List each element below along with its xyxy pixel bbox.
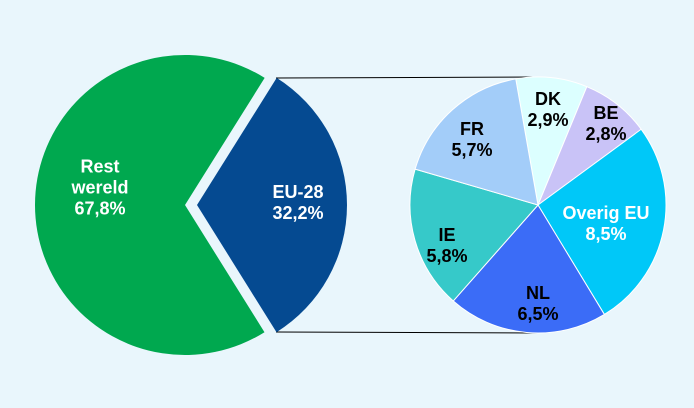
- category-label: IE: [438, 225, 456, 245]
- value-label: 8,5%: [585, 224, 627, 244]
- slice-label: FR 5,7%: [451, 119, 492, 161]
- category-label: EU-28: [272, 182, 324, 202]
- pie-slice: [409, 168, 539, 302]
- slice-label: Overig EU 8,5%: [562, 203, 649, 245]
- slice-label: NL 6,5%: [517, 283, 558, 325]
- pie-slice: [537, 128, 667, 316]
- category-label: FR: [460, 119, 484, 139]
- value-label: 2,9%: [527, 110, 569, 130]
- value-label: 5,7%: [451, 140, 493, 160]
- connector-line: [275, 76, 539, 79]
- value-label: 6,5%: [517, 304, 559, 324]
- slice-label: Rest wereld 67,8%: [65, 157, 135, 220]
- value-label: 32,2%: [272, 203, 324, 223]
- pie-slice: [414, 78, 539, 206]
- slice-label: BE 2,8%: [585, 103, 626, 145]
- slice-label: EU-28 32,2%: [272, 182, 323, 224]
- pie-slice: [197, 77, 348, 333]
- category-label: DK: [535, 89, 561, 109]
- category-label: Rest wereld: [71, 156, 129, 198]
- category-label: NL: [526, 283, 550, 303]
- value-label: 2,8%: [585, 124, 627, 144]
- value-label: 5,8%: [426, 246, 468, 266]
- category-label: BE: [593, 103, 619, 123]
- connector-line: [275, 331, 539, 334]
- slice-label: IE 5,8%: [426, 225, 467, 267]
- slice-label: DK 2,9%: [527, 89, 568, 131]
- pie-slice: [452, 204, 606, 334]
- pie-slice: [35, 54, 265, 356]
- category-label: Overig EU: [562, 203, 650, 223]
- value-label: 67,8%: [74, 198, 126, 219]
